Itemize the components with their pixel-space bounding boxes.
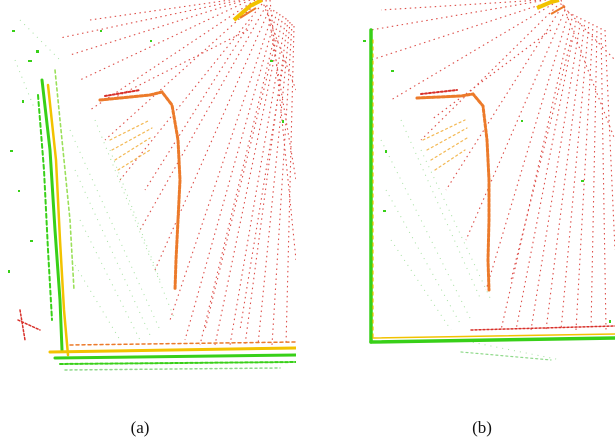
panel-a-specks [8,30,284,273]
panel-b-bottom-wall [369,325,615,361]
panel-b-specks [363,40,611,323]
panel-a-green-scatter [14,19,176,341]
panel-a-point-cloud [0,0,296,384]
panel-a-canvas [8,0,296,371]
panel-a-ray-fan [59,0,296,346]
panel-b-left-wall [369,28,374,344]
panel-a-bottom-walls [48,341,296,371]
panel-b-canvas [363,0,615,361]
panel-a-left-walls [17,69,75,357]
panel-b-top-corner [536,0,566,15]
panel-b-inner-wall [415,89,491,292]
caption-b: (b) [472,418,492,437]
panel-b-green-scatter [380,119,562,361]
panel-a-inner-wall [98,89,182,292]
panel-a-top-corner [232,0,263,22]
caption-a: (a) [130,418,150,437]
panel-b-ray-fan [370,0,615,331]
panel-b-point-cloud [361,0,615,384]
